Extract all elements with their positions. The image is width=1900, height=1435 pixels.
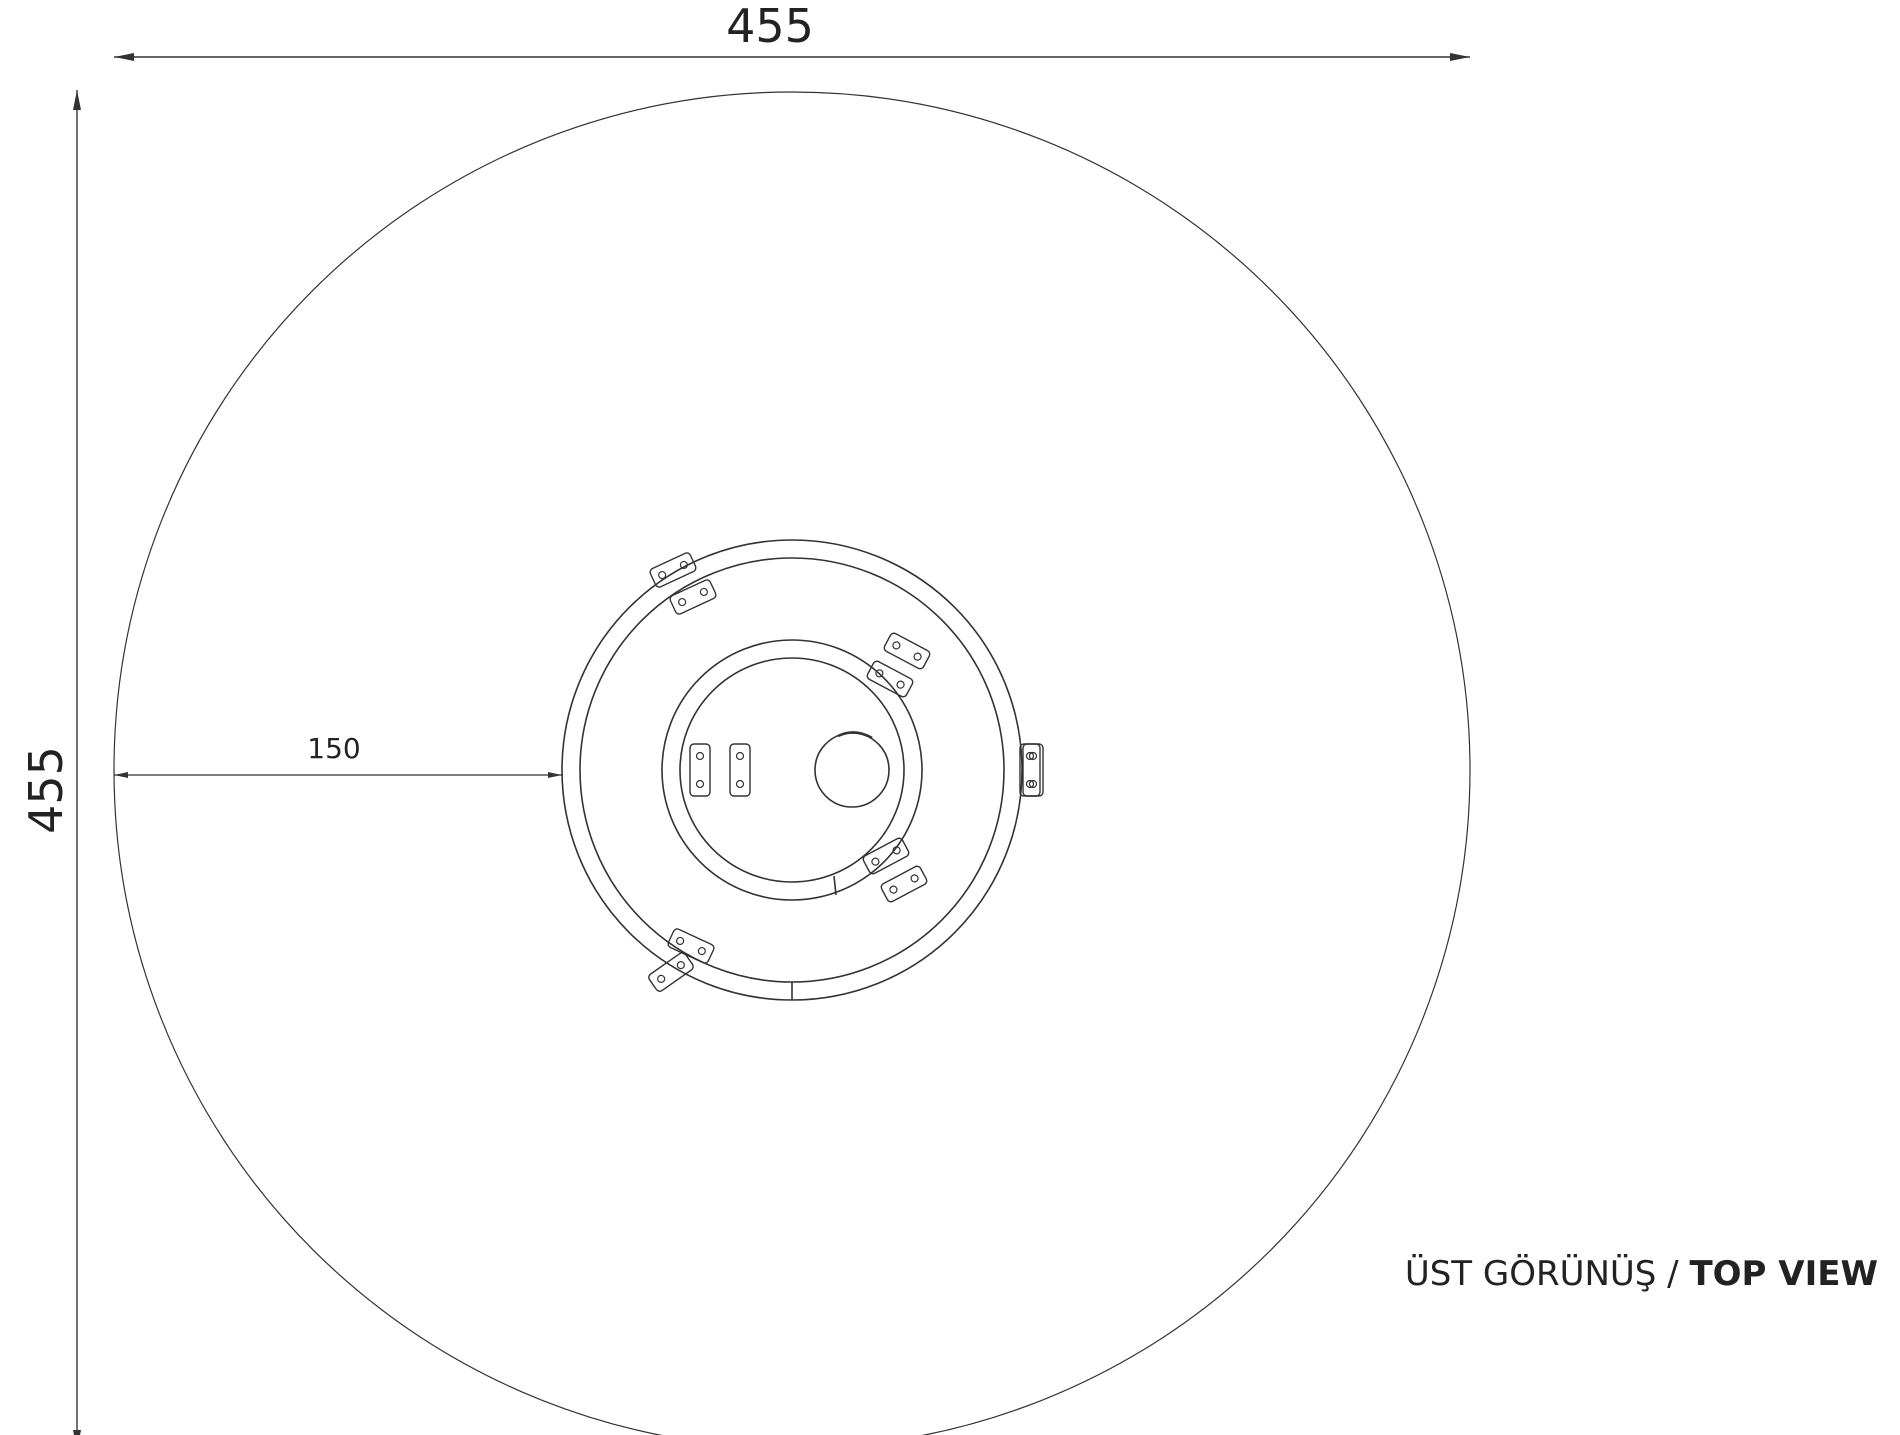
bracket-outer-lower-left-outer: [648, 952, 694, 992]
bracket-outer-right-outer: [1022, 744, 1042, 796]
bracket-inner-upper-right-inner: [866, 660, 914, 698]
bracket-inner-left: [729, 743, 751, 797]
height-dimension-label: 455: [19, 746, 73, 834]
inner-ring-inner-edge: [679, 657, 905, 883]
bracket-inner-upper-right: [883, 632, 931, 670]
base-disc-outline: [113, 91, 1471, 1435]
bracket-inner-lower-right-outer: [880, 865, 928, 903]
bracket-outer-left: [689, 743, 711, 797]
center-post: [814, 732, 890, 808]
outer-ring-outer-edge: [561, 539, 1023, 1001]
bracket-outer-upper-left: [649, 552, 697, 588]
bracket-inner-lower-right: [862, 837, 910, 875]
inner-ring-outer-edge: [661, 639, 923, 901]
center-post-shadow: [837, 731, 873, 740]
bracket-inner-right-outer: [1022, 743, 1044, 797]
view-caption-english: TOP VIEW: [1689, 1254, 1878, 1294]
inner-ring-joint: [833, 875, 837, 896]
view-caption-turkish: ÜST GÖRÜNÜŞ /: [1404, 1254, 1679, 1294]
offset-dimension-label: 150: [307, 732, 360, 765]
width-dimension-label: 455: [726, 0, 814, 53]
outer-ring-inner-edge: [579, 557, 1005, 983]
bracket-outer-upper-left-inner: [669, 579, 717, 615]
view-caption: ÜST GÖRÜNÜŞ / TOP VIEW: [1405, 1254, 1878, 1294]
